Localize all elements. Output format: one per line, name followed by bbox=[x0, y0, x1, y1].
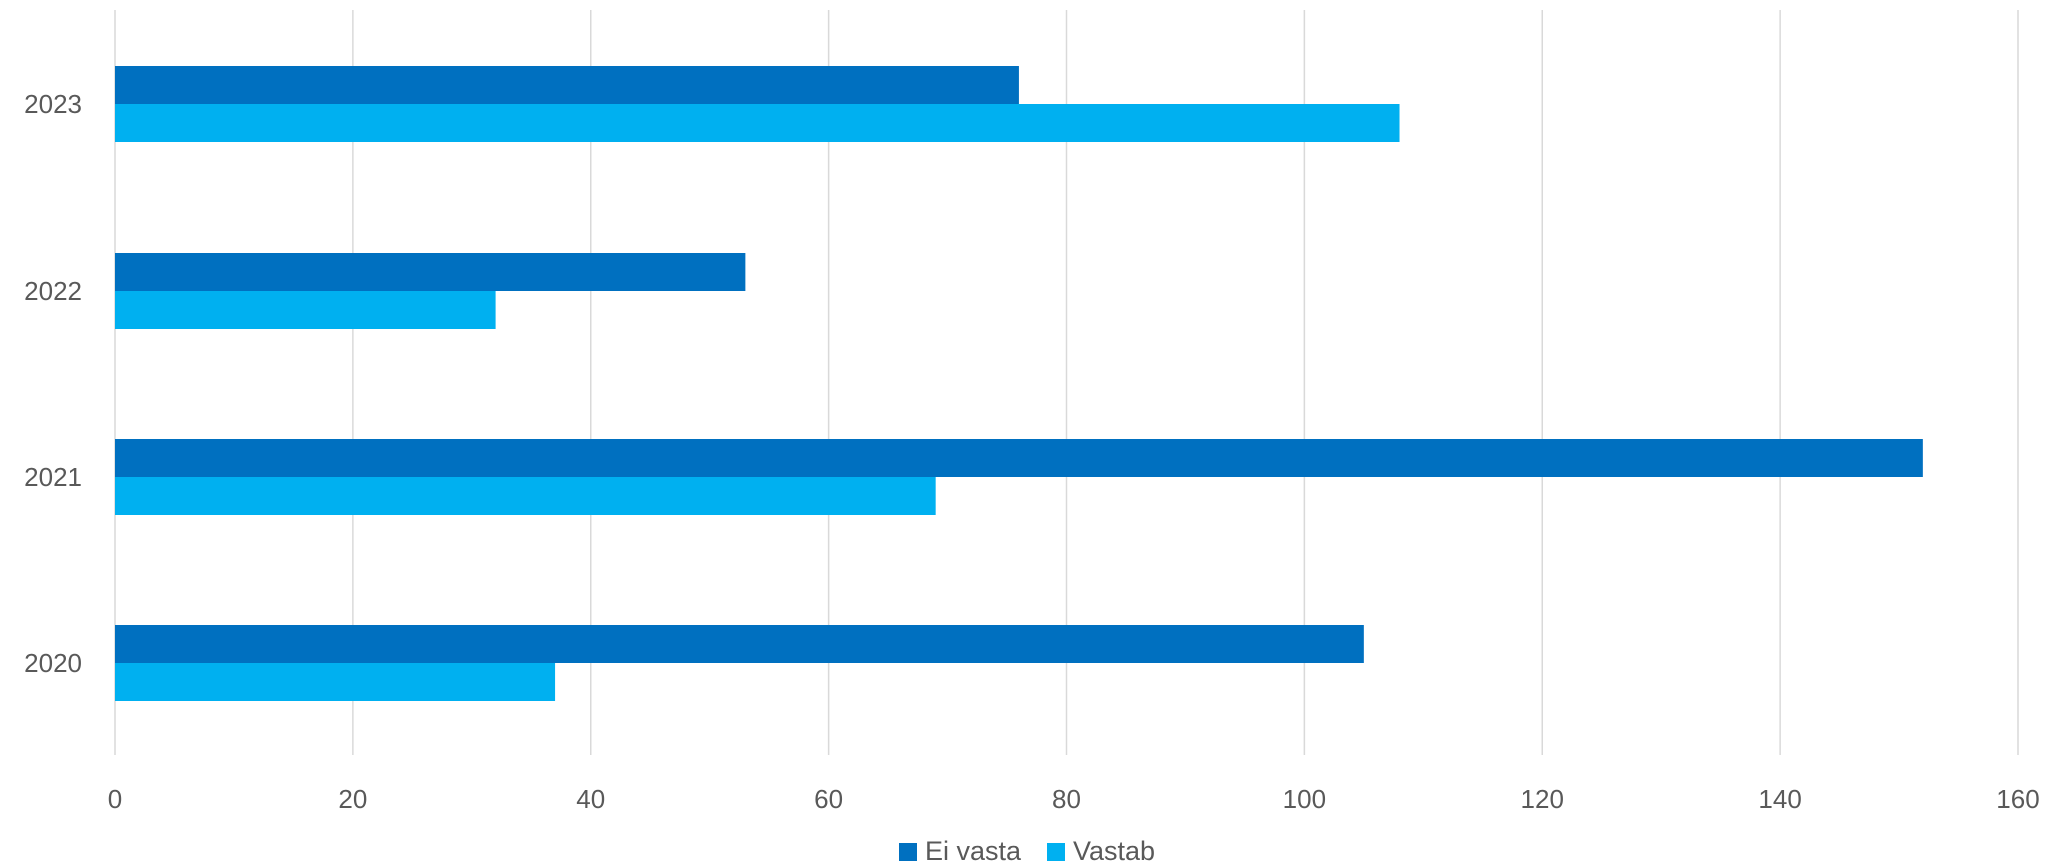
legend-swatch bbox=[1046, 842, 1065, 861]
value-axis: 0 20 40 60 80 100 120 140 160 bbox=[108, 784, 2040, 814]
x-tick-label: 100 bbox=[1283, 784, 1326, 814]
x-tick-label: 120 bbox=[1521, 784, 1564, 814]
legend-item-ei-vasta: Ei vasta bbox=[898, 836, 1021, 867]
bar-ei-vasta-2021 bbox=[115, 439, 1923, 477]
x-tick-label: 160 bbox=[1996, 784, 2039, 814]
legend-label: Vastab bbox=[1072, 836, 1156, 866]
legend-swatch bbox=[898, 842, 917, 861]
x-tick-label: 40 bbox=[576, 784, 605, 814]
legend: Ei vasta Vastab bbox=[0, 836, 2054, 867]
x-tick-label: 60 bbox=[814, 784, 843, 814]
bar-ei-vasta-2020 bbox=[115, 625, 1364, 663]
y-tick-label: 2023 bbox=[24, 89, 82, 119]
category-axis: 2020 2021 2022 2023 bbox=[24, 89, 82, 678]
bar-ei-vasta-2023 bbox=[115, 66, 1019, 104]
bar-ei-vasta-2022 bbox=[115, 253, 746, 291]
legend-item-vastab: Vastab bbox=[1046, 836, 1156, 867]
y-tick-label: 2020 bbox=[24, 648, 82, 678]
x-tick-label: 0 bbox=[108, 784, 122, 814]
x-tick-label: 20 bbox=[338, 784, 367, 814]
bar-vastab-2020 bbox=[115, 663, 556, 701]
y-tick-label: 2022 bbox=[24, 276, 82, 306]
bar-chart: 2020 2021 2022 2023 0 20 40 60 80 100 120 140 160 bbox=[24, 10, 2040, 814]
bar-vastab-2022 bbox=[115, 291, 496, 329]
bar-vastab-2021 bbox=[115, 477, 936, 515]
bars bbox=[115, 66, 1923, 701]
y-tick-label: 2021 bbox=[24, 462, 82, 492]
bar-vastab-2023 bbox=[115, 104, 1400, 142]
x-tick-label: 80 bbox=[1052, 784, 1081, 814]
x-tick-label: 140 bbox=[1758, 784, 1801, 814]
legend-label: Ei vasta bbox=[924, 836, 1021, 866]
